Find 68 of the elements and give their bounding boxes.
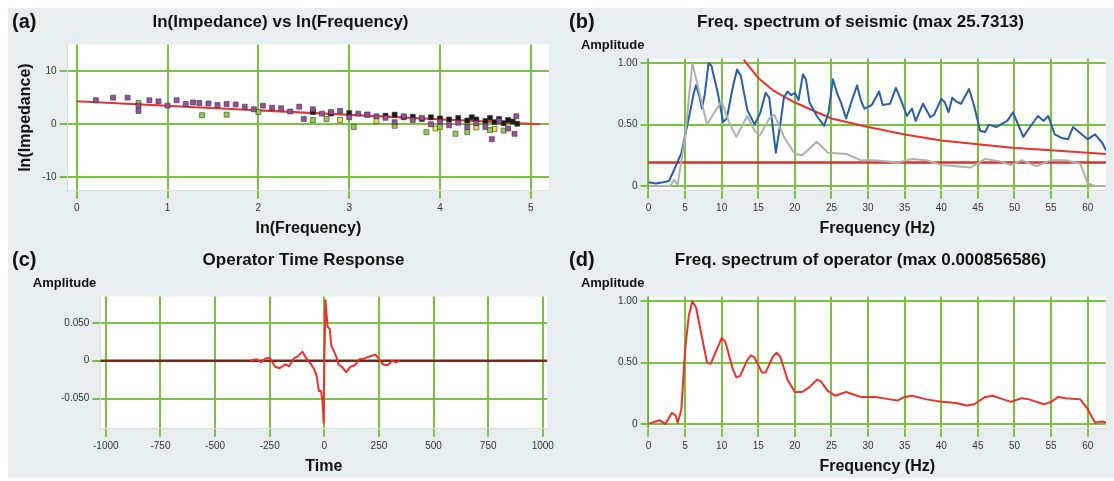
x-tick-label: 5 <box>682 201 689 213</box>
x-tick-label: 45 <box>972 439 984 451</box>
x-tick-label: 1000 <box>531 439 555 451</box>
x-tick-label: 40 <box>935 201 948 213</box>
chart-title: ln(Impedance) vs ln(Frequency) <box>152 11 409 31</box>
y-axis-title: ln(Impedance) <box>16 63 34 172</box>
x-axis-title: Frequency (Hz) <box>819 218 936 236</box>
y-tick-label: 0 <box>83 354 90 366</box>
y-tick-label: 0.50 <box>617 356 638 368</box>
x-tick-label: 3 <box>346 201 353 213</box>
x-tick-label: -250 <box>259 439 281 451</box>
x-tick-label: 10 <box>716 201 728 213</box>
x-tick-label: 0 <box>645 201 652 213</box>
x-tick-label: 45 <box>972 201 984 213</box>
x-tick-label: 5 <box>682 439 689 451</box>
x-tick-label: 50 <box>1008 439 1021 451</box>
text: (b) <box>569 9 595 32</box>
y-tick-label: 10 <box>45 64 58 76</box>
x-tick-label: 15 <box>752 201 765 213</box>
x-tick-label: 50 <box>1008 201 1021 213</box>
x-tick-label: 20 <box>789 201 801 213</box>
x-tick-label: -500 <box>205 439 226 451</box>
y-tick-label: -0.050 <box>61 392 90 404</box>
y-tick-label: -10 <box>42 171 58 183</box>
y-axis-title: Amplitude <box>580 275 645 291</box>
x-tick-label: 250 <box>370 439 388 451</box>
x-tick-label: -750 <box>150 439 171 451</box>
y-tick-label: 0 <box>51 118 58 129</box>
x-tick-label: 5 <box>528 201 535 213</box>
x-tick-label: 60 <box>1082 201 1094 213</box>
x-tick-label: 55 <box>1045 201 1058 213</box>
y-tick-label: 0 <box>631 417 638 429</box>
x-tick-label: 2 <box>255 201 262 213</box>
x-tick-label: 35 <box>899 201 911 213</box>
y-tick-label: 1.00 <box>617 295 638 307</box>
x-tick-label: 500 <box>425 439 443 451</box>
x-tick-label: 10 <box>716 439 728 451</box>
x-axis-title: ln(Frequency) <box>255 218 362 236</box>
x-tick-label: 4 <box>437 201 444 213</box>
y-tick-label: 0.050 <box>64 316 90 328</box>
x-tick-label: 55 <box>1045 439 1058 451</box>
chart-title: Freq. spectrum of operator (max 0.000856586) <box>674 249 1047 269</box>
x-tick-label: 35 <box>899 439 911 451</box>
text: (a) <box>12 9 37 32</box>
x-tick-label: 30 <box>862 439 875 451</box>
x-tick-label: -1000 <box>93 439 120 451</box>
text: (d) <box>569 247 595 270</box>
x-axis-title: Time <box>305 456 343 474</box>
x-tick-label: 750 <box>479 439 497 451</box>
x-tick-label: 25 <box>825 201 838 213</box>
chart-title: Operator Time Response <box>202 249 405 269</box>
x-tick-label: 15 <box>752 439 765 451</box>
y-tick-label: 0.50 <box>617 118 638 130</box>
y-axis-title: Amplitude <box>32 275 97 291</box>
x-tick-label: 25 <box>825 439 838 451</box>
x-tick-label: 0 <box>321 439 328 451</box>
text: (c) <box>12 247 37 270</box>
y-tick-label: 1.00 <box>617 57 638 69</box>
x-tick-label: 60 <box>1082 439 1094 451</box>
chart-title: Freq. spectrum of seismic (max 25.7313) <box>697 11 1024 31</box>
x-tick-label: 20 <box>789 439 801 451</box>
x-tick-label: 0 <box>645 439 652 451</box>
x-axis-title: Frequency (Hz) <box>819 456 936 474</box>
y-tick-label: 0 <box>631 179 638 191</box>
x-tick-label: 1 <box>164 201 171 213</box>
y-axis-title: Amplitude <box>580 37 645 53</box>
x-tick-label: 30 <box>862 201 875 213</box>
x-tick-label: 40 <box>935 439 948 451</box>
